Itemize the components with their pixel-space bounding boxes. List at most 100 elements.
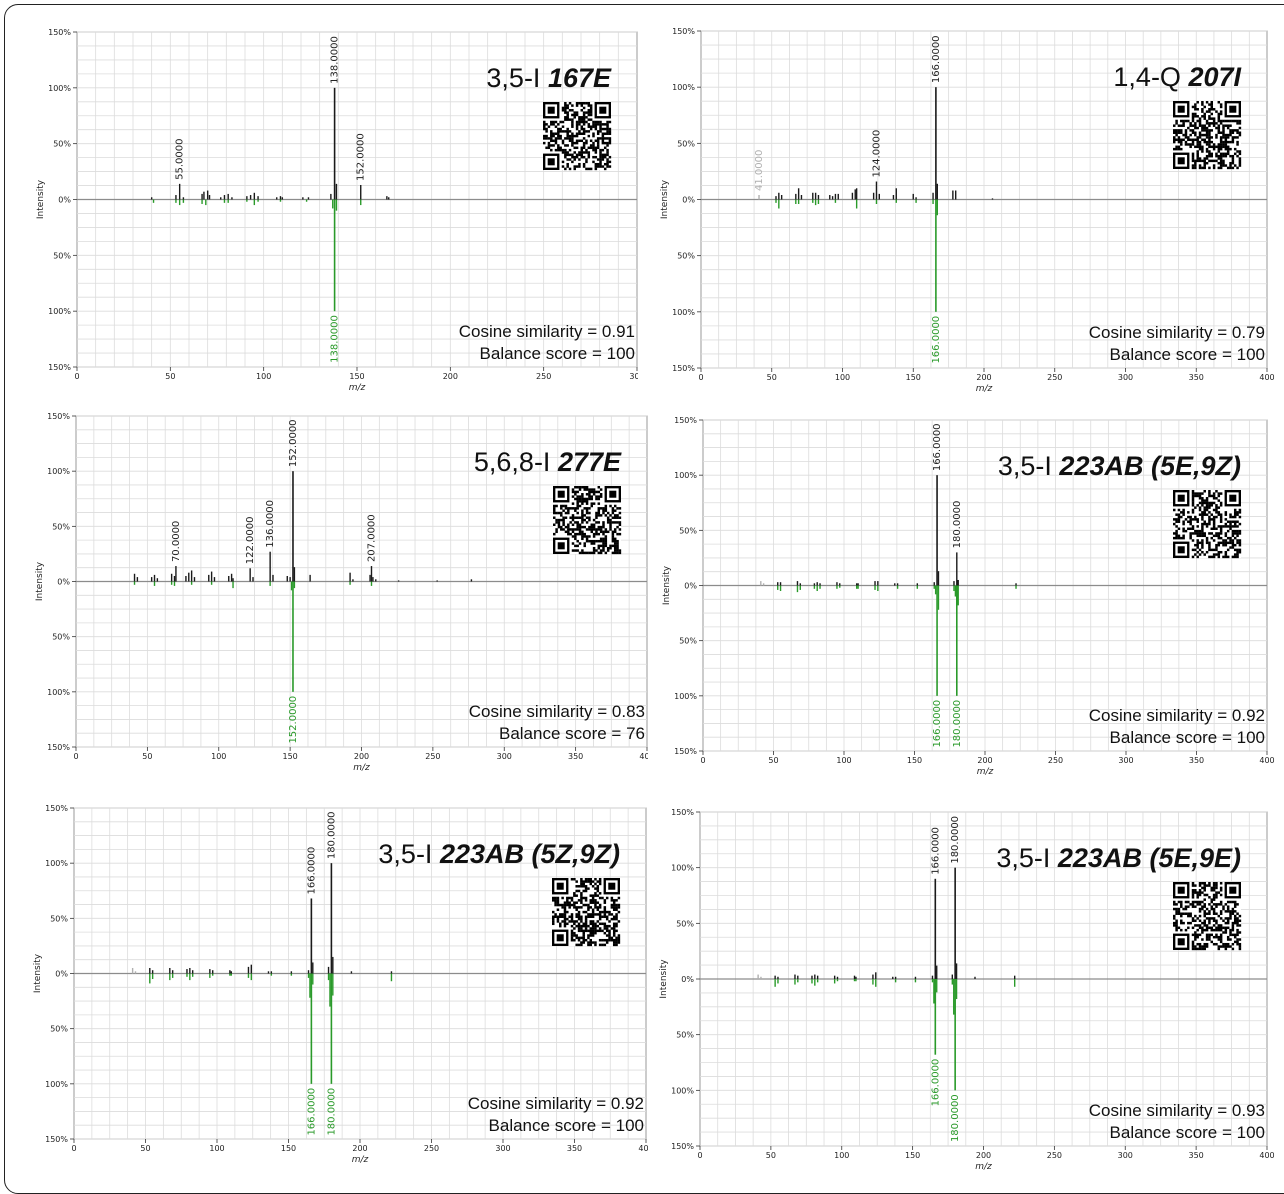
- peak-label-bottom: 166.0000: [931, 316, 942, 364]
- spectrum-chart: 150%100%50%0%50%100%150%0 50 100 150 200 250 3…: [33, 804, 648, 1165]
- y-tick-label: 150%: [48, 363, 71, 372]
- compound-title: 1,4-Q 207I: [1113, 62, 1241, 92]
- peak-label-top: 166.0000: [931, 35, 942, 83]
- y-tick-label: 50%: [679, 526, 697, 535]
- x-tick-label: 0: [698, 373, 703, 382]
- balance-score: Balance score = 76: [499, 724, 645, 743]
- y-tick-label: 0%: [682, 196, 695, 205]
- cosine-similarity: Cosine similarity = 0.91: [459, 322, 635, 341]
- peaks: [131, 863, 393, 1084]
- x-tick-label: 350: [567, 1144, 582, 1153]
- x-tick-label: 0: [700, 756, 705, 765]
- y-tick-label: 0%: [681, 975, 694, 984]
- peak-label-top: 138.0000: [330, 36, 341, 84]
- x-tick-label: 0: [697, 1151, 702, 1160]
- spectrum-panel-1: 150% 100% 50% 0% 50% 100% 150% 0 50 100 150 200 250 3…: [8, 24, 638, 392]
- spectrum-panel-3: 150% 100% 50% 0% 50% 100% 150% 0 50 100 150 200 250 3…: [8, 410, 648, 780]
- compound-title: 3,5-I 223AB (5E,9E): [996, 843, 1241, 873]
- y-axis-label: Intensity: [659, 959, 669, 999]
- x-tick-label: 350: [1189, 756, 1204, 765]
- qr-code: [552, 878, 621, 947]
- x-tick-label: 50: [767, 373, 777, 382]
- balance-score: Balance score = 100: [1110, 1123, 1265, 1142]
- peak-label-bottom: 180.0000: [326, 1088, 337, 1136]
- peaks: [760, 475, 1017, 696]
- y-tick-label: 50%: [676, 919, 694, 928]
- y-tick-label: 100%: [48, 307, 71, 316]
- x-axis-label: m/z: [353, 763, 370, 773]
- x-tick-label: 350: [1189, 373, 1204, 382]
- cosine-similarity: Cosine similarity = 0.92: [1089, 706, 1265, 725]
- y-tick-label: 50%: [52, 633, 70, 642]
- x-tick-label: 150: [905, 1151, 920, 1160]
- y-tick-label: 50%: [53, 251, 71, 260]
- x-tick-label: 400: [638, 1144, 648, 1153]
- x-tick-label: 250: [424, 1144, 439, 1153]
- x-tick-label: 100: [834, 1151, 849, 1160]
- x-tick-label: 400: [1259, 756, 1274, 765]
- y-tick-label: 50%: [52, 522, 70, 531]
- y-tick-label: 50%: [50, 1025, 68, 1034]
- spectrum-panel-5: 150% 100% 50% 0% 50% 100% 150% 0 50 100 150 200 250 3…: [8, 800, 648, 1174]
- peak-label-top: 207.0000: [366, 514, 377, 562]
- balance-score: Balance score = 100: [1110, 345, 1265, 364]
- x-tick-label: 200: [443, 372, 458, 381]
- compound-title: 3,5-I 167E: [486, 63, 612, 93]
- peak-label-top: 136.0000: [265, 500, 276, 548]
- peak-label-bottom: 166.0000: [932, 700, 943, 748]
- y-axis-label: Intensity: [662, 565, 672, 605]
- peaks: [758, 87, 994, 312]
- peak-label-bottom: 180.0000: [952, 700, 963, 748]
- peak-label-top: 166.0000: [932, 423, 943, 471]
- x-tick-label: 300: [1118, 1151, 1133, 1160]
- y-tick-label: 50%: [679, 637, 697, 646]
- x-tick-label: 250: [1047, 1151, 1062, 1160]
- peaks: [757, 867, 1016, 1091]
- y-tick-label: 100%: [45, 1080, 68, 1089]
- x-tick-label: 300: [1118, 756, 1133, 765]
- x-tick-label: 350: [1188, 1151, 1203, 1160]
- x-tick-label: 100: [209, 1144, 224, 1153]
- x-tick-label: 50: [142, 752, 152, 761]
- peak-label-top: 166.0000: [930, 827, 941, 875]
- x-tick-label: 300: [495, 1144, 510, 1153]
- x-tick-label: 200: [976, 1151, 991, 1160]
- x-tick-label: 300: [629, 372, 638, 381]
- y-tick-label: 100%: [47, 467, 70, 476]
- x-tick-label: 0: [74, 372, 79, 381]
- peak-label-top: 152.0000: [288, 419, 299, 467]
- balance-score: Balance score = 100: [480, 344, 635, 363]
- peak-label-top: 180.0000: [950, 816, 961, 864]
- x-tick-label: 200: [352, 1144, 367, 1153]
- peak-label-top: 70.0000: [171, 521, 182, 562]
- x-tick-label: 0: [71, 1144, 76, 1153]
- y-axis-label: Intensity: [36, 179, 46, 219]
- peak-label-bottom: 166.0000: [306, 1088, 317, 1136]
- x-tick-label: 250: [1047, 373, 1062, 382]
- x-axis-label: m/z: [352, 1155, 369, 1165]
- peak-label-bottom: 138.0000: [330, 315, 341, 363]
- y-tick-label: 50%: [677, 139, 695, 148]
- y-tick-label: 150%: [671, 808, 694, 817]
- x-tick-label: 200: [354, 752, 369, 761]
- x-axis-label: m/z: [349, 383, 366, 392]
- qr-code: [1173, 101, 1242, 170]
- x-tick-label: 250: [536, 372, 551, 381]
- y-tick-label: 100%: [672, 308, 695, 317]
- x-tick-label: 400: [1259, 1151, 1274, 1160]
- x-tick-label: 100: [256, 372, 271, 381]
- x-tick-label: 50: [165, 372, 175, 381]
- peak-label-top: 180.0000: [326, 811, 337, 859]
- cosine-similarity: Cosine similarity = 0.93: [1089, 1101, 1265, 1120]
- x-tick-label: 400: [1259, 373, 1274, 382]
- qr-code: [553, 486, 622, 555]
- cosine-similarity: Cosine similarity = 0.79: [1089, 323, 1265, 342]
- y-axis-label: Intensity: [660, 179, 670, 219]
- compound-title: 3,5-I 223AB (5E,9Z): [998, 451, 1241, 481]
- y-tick-label: 150%: [672, 27, 695, 36]
- x-tick-label: 200: [976, 373, 991, 382]
- y-tick-label: 0%: [58, 196, 71, 205]
- balance-score: Balance score = 100: [1110, 728, 1265, 747]
- spectrum-chart: 150%100%50%0%50%100%150%0 50 100 150 200 250 3…: [660, 27, 1275, 392]
- y-axis-label: Intensity: [33, 953, 43, 993]
